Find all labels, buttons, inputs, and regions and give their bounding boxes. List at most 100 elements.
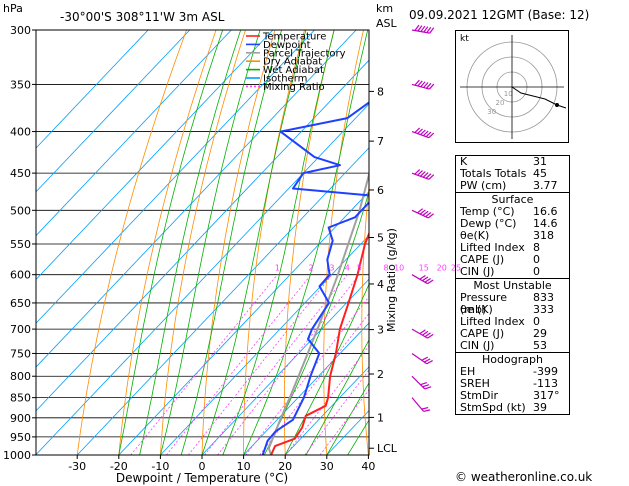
wind-barb-flag xyxy=(419,329,426,335)
pressure-tick-label: 500 xyxy=(10,204,31,217)
km-label: km xyxy=(376,2,393,15)
pressure-tick-label: 550 xyxy=(10,238,31,251)
legend-entry: Mixing Ratio xyxy=(263,82,325,93)
index-value: 39 xyxy=(533,401,547,414)
index-label: θe (K) xyxy=(460,303,493,316)
wet-adiabat-line xyxy=(264,190,369,455)
wet-adiabat-line xyxy=(284,283,369,455)
index-row: Dewp (°C) 14.6 xyxy=(456,218,569,230)
isotherm-line xyxy=(243,322,369,455)
index-value: 53 xyxy=(533,339,547,352)
index-row: CAPE (J) 29 xyxy=(456,328,569,340)
temperature-tick-label: 0 xyxy=(199,460,206,473)
wind-barb-flag xyxy=(427,213,434,219)
wind-barb xyxy=(411,397,431,413)
index-label: Temp (°C) xyxy=(460,205,515,218)
height-tick-label: 3 xyxy=(377,324,384,337)
temperature-tick-label: -20 xyxy=(110,460,128,473)
pressure-tick-label: 950 xyxy=(10,431,31,444)
wind-barb xyxy=(411,79,435,90)
pressure-tick-label: 900 xyxy=(10,412,31,425)
index-row: Lifted Index 8 xyxy=(456,242,569,254)
index-row: PW (cm) 3.77 xyxy=(456,180,569,192)
pressure-tick-label: 700 xyxy=(10,323,31,336)
asl-label: ASL xyxy=(376,17,398,30)
isotherm-line xyxy=(284,366,369,455)
mixing-ratio-label: 1 xyxy=(275,264,280,273)
index-label: K xyxy=(460,155,468,168)
pressure-tick-label: 350 xyxy=(10,78,31,91)
index-label: CIN (J) xyxy=(460,265,495,278)
wind-barb-flag xyxy=(417,25,423,32)
mixing-ratio-label: 2 xyxy=(309,264,314,273)
wind-barb xyxy=(411,127,435,139)
dewpoint-line xyxy=(261,101,369,455)
dry-adiabat-line xyxy=(160,30,246,455)
wind-barb-flag xyxy=(420,25,426,32)
wind-barb-flag xyxy=(421,356,429,361)
height-tick-label: 6 xyxy=(377,184,384,197)
wind-barb-flag xyxy=(414,127,421,134)
temperature-tick-label: -30 xyxy=(68,460,86,473)
wind-barb-flag xyxy=(422,130,429,137)
pressure-tick-label: 600 xyxy=(10,269,31,282)
index-value: 45 xyxy=(533,167,547,180)
mixing-ratio-axis-label: Mixing Ratio (g/kg) xyxy=(385,228,398,332)
storm-motion-marker xyxy=(555,103,559,107)
x-axis-label: Dewpoint / Temperature (°C) xyxy=(116,471,288,485)
wind-barb-flag xyxy=(424,358,431,363)
hodograph-ring-label: 30 xyxy=(487,108,496,116)
wind-barb-flag xyxy=(422,384,430,388)
dry-adiabat-line xyxy=(435,30,453,455)
height-tick-label: LCL xyxy=(377,442,398,455)
wind-barb-staff xyxy=(411,375,426,390)
index-label: SREH xyxy=(460,377,490,390)
mixing-ratio-label: 15 xyxy=(419,264,429,273)
wind-barb-flag xyxy=(423,26,429,33)
index-label: Lifted Index xyxy=(460,241,525,254)
wind-barb-flag xyxy=(427,333,434,339)
pressure-tick-label: 400 xyxy=(10,126,31,139)
wet-adiabat-line xyxy=(222,30,335,455)
index-row: θe(K) 318 xyxy=(456,230,569,242)
indices-panel: K 31 Totals Totals 45 PW (cm) 3.77 Surface Te… xyxy=(455,155,570,415)
wind-barb-flag xyxy=(417,170,423,176)
index-value: 16.6 xyxy=(533,205,558,218)
index-label: EH xyxy=(460,365,476,378)
temperature-line xyxy=(270,231,369,455)
mixing-ratio-label: 3 xyxy=(329,264,334,273)
index-row: Totals Totals 45 xyxy=(456,168,569,180)
temperature-tick-label: -10 xyxy=(151,460,169,473)
wind-barb-flag xyxy=(424,277,431,283)
index-label: Pressure (mb) xyxy=(460,291,507,316)
index-value: -113 xyxy=(533,377,558,390)
dry-adiabat-line xyxy=(76,30,187,455)
wind-barb-flag xyxy=(423,82,429,88)
surface-title: Surface xyxy=(491,193,534,206)
most-unstable-title: Most Unstable xyxy=(473,279,552,292)
mixing-ratio-label: 10 xyxy=(394,264,404,273)
index-label: CAPE (J) xyxy=(460,327,505,340)
wind-barb-flag xyxy=(414,24,420,31)
index-label: CIN (J) xyxy=(460,339,495,352)
wind-barb-flag xyxy=(428,174,435,180)
index-value: 333 xyxy=(533,303,554,316)
wind-barb-flag xyxy=(424,332,431,338)
wind-barb-flag xyxy=(421,406,429,410)
dry-adiabat-line xyxy=(568,30,618,455)
wind-barb-flag xyxy=(422,210,429,216)
height-tick-label: 5 xyxy=(377,231,384,244)
isotherm-line xyxy=(36,103,369,455)
index-row: Lifted Index 0 xyxy=(456,316,569,328)
legend-entry: Dewpoint xyxy=(263,40,311,51)
wind-barb-flag xyxy=(429,27,435,34)
pressure-tick-label: 300 xyxy=(10,24,31,37)
isotherm-line xyxy=(36,59,369,412)
index-value: 0 xyxy=(533,253,540,266)
index-row: CAPE (J) 0 xyxy=(456,254,569,266)
wind-barb-flag xyxy=(425,131,432,138)
index-label: CAPE (J) xyxy=(460,253,505,266)
wet-adiabat-line xyxy=(160,30,261,455)
index-label: θe(K) xyxy=(460,229,490,242)
